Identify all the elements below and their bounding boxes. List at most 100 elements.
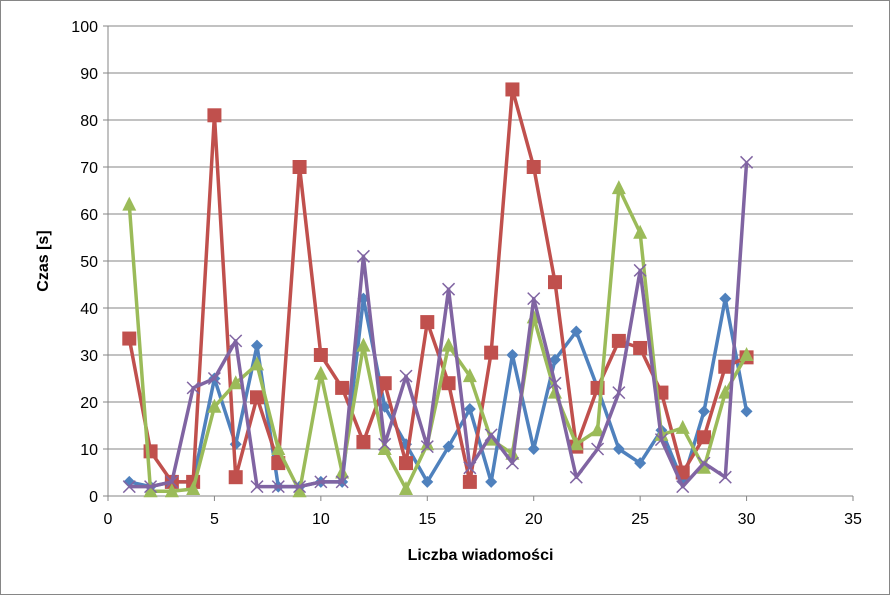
data-point (186, 381, 200, 395)
data-point (654, 433, 668, 447)
data-point (356, 434, 371, 449)
y-tick-label: 0 (89, 489, 98, 506)
x-tick-label: 25 (631, 511, 649, 528)
y-tick-label: 10 (80, 442, 98, 459)
data-point (548, 275, 562, 290)
data-point (271, 480, 285, 494)
data-point (506, 349, 519, 361)
data-point (377, 376, 392, 391)
y-tick-label: 90 (80, 66, 98, 83)
data-point (165, 475, 179, 489)
data-point (122, 196, 137, 211)
x-tick-label: 15 (418, 511, 436, 528)
data-point (611, 333, 626, 348)
y-tick-label: 30 (80, 348, 98, 365)
data-point (462, 368, 477, 383)
data-point (740, 155, 754, 169)
data-point (356, 249, 370, 263)
data-point (505, 82, 520, 97)
data-point (144, 480, 158, 494)
data-point (675, 419, 690, 434)
data-point (634, 457, 647, 470)
data-point (484, 428, 498, 442)
data-point (207, 398, 222, 413)
data-point (505, 456, 519, 470)
data-point (569, 436, 584, 451)
series-line (129, 162, 749, 489)
data-point (611, 180, 626, 195)
data-point (420, 315, 435, 330)
data-point (633, 224, 648, 239)
data-point (313, 348, 328, 362)
data-point (377, 441, 392, 455)
x-tick-labels: 0 5 10 15 20 25 30 35 (104, 511, 862, 528)
data-point (718, 359, 733, 374)
y-tick-labels: 0 10 20 30 40 50 60 70 80 90 100 (71, 19, 98, 506)
data-point (421, 475, 434, 488)
data-point (527, 443, 540, 455)
data-point (739, 347, 754, 361)
x-tick-label: 5 (210, 511, 219, 528)
data-point (569, 470, 583, 484)
data-point (441, 376, 456, 391)
axes (103, 25, 854, 501)
data-point (313, 365, 328, 380)
x-axis-title: Liczba wiadomości (408, 547, 554, 564)
series-line (127, 87, 748, 484)
data-point (441, 337, 456, 352)
data-point (143, 483, 158, 498)
data-point (484, 345, 499, 360)
data-point (250, 390, 264, 405)
data-point (186, 480, 201, 495)
data-point (356, 337, 371, 352)
data-point (399, 369, 413, 383)
series-3 (122, 180, 754, 498)
data-point (462, 474, 477, 489)
y-axis-title: Czas [s] (35, 230, 52, 291)
data-point (485, 475, 498, 488)
data-point (719, 292, 732, 305)
data-point (122, 331, 137, 346)
data-point (292, 160, 307, 174)
data-point (442, 440, 455, 453)
y-tick-label: 20 (80, 395, 98, 412)
data-point (527, 292, 541, 306)
data-point (420, 440, 434, 454)
data-point (718, 470, 732, 484)
data-point (378, 437, 392, 451)
x-tick-label: 0 (104, 511, 113, 528)
data-point (164, 483, 179, 498)
data-point (526, 160, 541, 174)
data-point (335, 380, 350, 395)
x-tick-label: 20 (525, 511, 543, 528)
data-point (633, 263, 647, 277)
data-point (228, 375, 243, 390)
data-point (251, 339, 263, 352)
x-tick-label: 35 (844, 511, 862, 528)
data-point (633, 340, 648, 355)
series-4 (122, 155, 754, 494)
data-point (463, 461, 477, 475)
data-point (612, 386, 626, 400)
data-point (229, 334, 243, 348)
data-point (293, 480, 307, 494)
data-point (612, 443, 625, 455)
data-point (271, 441, 286, 455)
data-point (207, 108, 222, 123)
data-point (591, 442, 605, 456)
data-point (122, 480, 136, 494)
y-tick-label: 60 (80, 207, 98, 224)
y-tick-label: 40 (80, 301, 98, 318)
data-point (314, 475, 328, 489)
data-point (399, 480, 413, 495)
data-point (442, 282, 456, 296)
data-point (549, 353, 561, 366)
data-point (207, 371, 221, 386)
data-point (697, 456, 711, 470)
y-tick-label: 70 (80, 160, 98, 177)
series-group (122, 82, 754, 498)
y-tick-label: 50 (80, 254, 98, 271)
data-point (228, 470, 243, 485)
data-point (250, 480, 264, 494)
